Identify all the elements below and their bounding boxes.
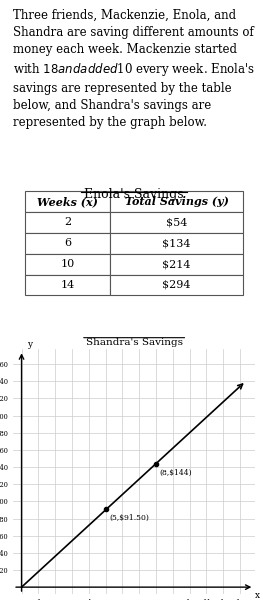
Text: Three friends, Mackenzie, Enola, and Shandra are saving different amounts of mon: Three friends, Mackenzie, Enola, and Sha… [13,9,255,129]
Text: y: y [27,340,33,349]
Text: Enola's Savings: Enola's Savings [84,188,184,200]
Text: x: x [255,591,260,600]
Title: Shandra's Savings: Shandra's Savings [86,338,183,347]
Text: (5,$91.50): (5,$91.50) [109,514,149,522]
Text: (8,$144): (8,$144) [159,469,192,477]
